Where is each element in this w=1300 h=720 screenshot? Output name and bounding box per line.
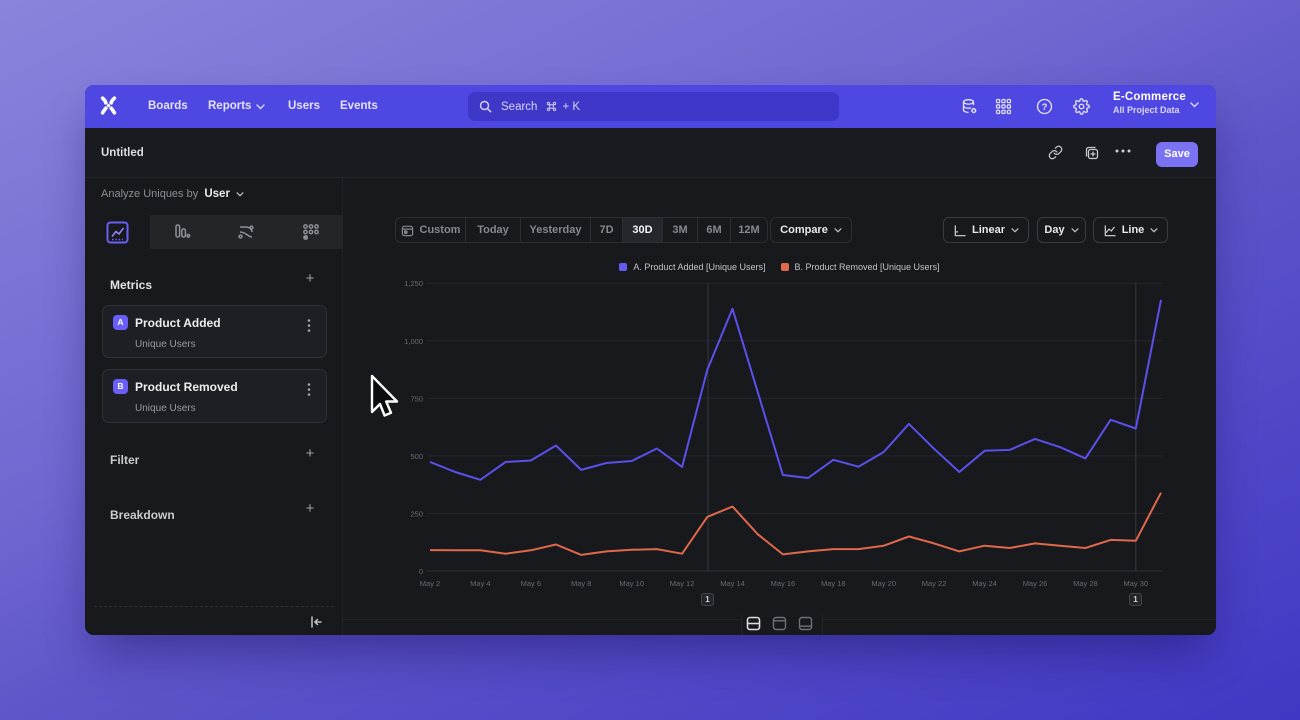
svg-text:May 20: May 20	[871, 579, 896, 588]
svg-text:May 24: May 24	[972, 579, 997, 588]
svg-text:May 14: May 14	[720, 579, 745, 588]
svg-text:May 4: May 4	[470, 579, 490, 588]
svg-text:1,000: 1,000	[404, 337, 423, 346]
svg-text:May 30: May 30	[1123, 579, 1148, 588]
svg-text:May 2: May 2	[420, 579, 440, 588]
svg-text:?: ?	[1042, 102, 1048, 113]
svg-text:May 10: May 10	[619, 579, 644, 588]
svg-text:May 18: May 18	[821, 579, 846, 588]
svg-text:May 28: May 28	[1073, 579, 1098, 588]
svg-text:May 8: May 8	[571, 579, 591, 588]
svg-text:250: 250	[410, 509, 423, 518]
svg-text:500: 500	[410, 452, 423, 461]
svg-text:1,250: 1,250	[404, 279, 423, 288]
svg-text:May 26: May 26	[1023, 579, 1048, 588]
svg-text:0: 0	[419, 567, 423, 576]
svg-text:May 16: May 16	[771, 579, 796, 588]
svg-text:May 6: May 6	[521, 579, 541, 588]
svg-text:May 22: May 22	[922, 579, 947, 588]
svg-text:May 12: May 12	[670, 579, 695, 588]
svg-text:750: 750	[410, 394, 423, 403]
